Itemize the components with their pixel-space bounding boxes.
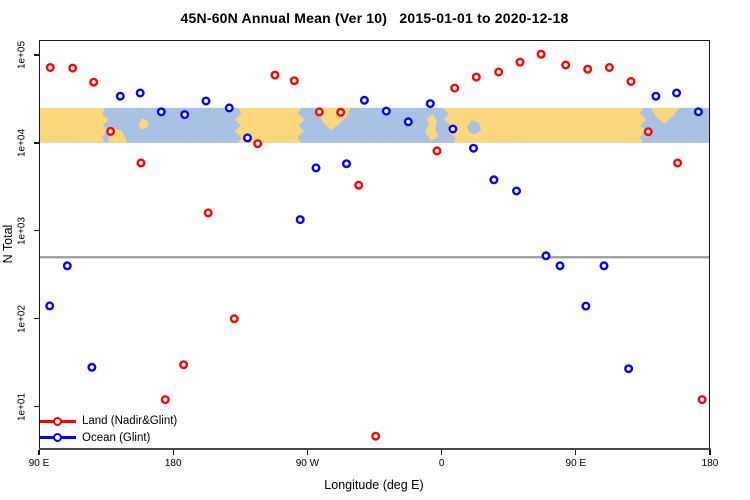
y-tick-mark	[34, 142, 39, 144]
x-tick-mark	[440, 449, 443, 455]
x-axis-line	[39, 447, 711, 450]
data-point-land	[289, 76, 299, 86]
y-tick-label: 1e+01	[16, 392, 28, 421]
y-tick-mark	[34, 230, 39, 232]
data-point-land	[643, 127, 653, 137]
legend-item-ocean: Ocean (Glint)	[40, 430, 177, 447]
data-point-land	[583, 64, 593, 74]
data-point-ocean	[180, 110, 190, 120]
data-point-ocean	[45, 301, 55, 311]
data-point-ocean	[135, 88, 145, 98]
data-point-ocean	[224, 103, 234, 113]
data-point-ocean	[201, 96, 211, 106]
data-point-ocean	[624, 364, 634, 374]
data-point-ocean	[359, 95, 369, 105]
y-tick-label: 1e+02	[16, 304, 28, 333]
data-point-ocean	[599, 261, 609, 271]
x-tick-mark	[575, 449, 577, 455]
legend: Land (Nadir&Glint) Ocean (Glint)	[40, 413, 177, 446]
x-tick-mark	[172, 449, 174, 455]
chart-title: 45N-60N Annual Mean (Ver 10) 2015-01-01 …	[180, 10, 569, 26]
data-point-ocean	[469, 143, 479, 153]
data-point-land	[89, 77, 99, 87]
y-tick-label: 1e+03	[16, 216, 28, 245]
land-series-marker-icon	[40, 416, 76, 426]
data-point-ocean	[541, 251, 551, 261]
data-point-ocean	[62, 261, 72, 271]
map-band-ocean	[101, 107, 242, 143]
data-point-land	[432, 146, 442, 156]
data-point-land	[179, 360, 189, 370]
x-tick-label: 90 E	[565, 458, 587, 469]
data-point-land	[68, 63, 78, 73]
legend-item-land: Land (Nadir&Glint)	[40, 413, 177, 430]
data-point-ocean	[651, 91, 661, 101]
legend-label-land: Land (Nadir&Glint)	[82, 415, 178, 428]
legend-label-ocean: Ocean (Glint)	[82, 431, 151, 444]
data-point-ocean	[156, 107, 166, 117]
data-point-land	[471, 72, 481, 82]
data-point-land	[45, 62, 55, 72]
x-tick-mark	[306, 449, 309, 455]
map-band-island	[138, 118, 149, 130]
y-tick-label: 1e+05	[16, 40, 28, 70]
map-band-lake	[466, 120, 481, 135]
data-point-land	[229, 314, 239, 324]
data-point-ocean	[87, 362, 97, 372]
data-point-land	[371, 431, 381, 441]
data-point-ocean	[403, 117, 413, 127]
ocean-series-marker-icon	[40, 433, 76, 443]
data-point-land	[536, 49, 546, 59]
data-point-ocean	[448, 124, 458, 134]
data-point-land	[136, 158, 146, 168]
data-point-land	[106, 126, 116, 136]
data-point-ocean	[489, 175, 499, 185]
y-axis-title: N Total	[1, 224, 15, 264]
data-point-ocean	[425, 99, 435, 109]
data-point-land	[314, 107, 324, 117]
data-point-land	[561, 60, 571, 70]
x-tick-mark	[38, 449, 40, 455]
data-point-ocean	[512, 186, 522, 196]
data-point-land	[515, 57, 525, 67]
data-point-land	[336, 107, 346, 117]
map-band-island	[424, 113, 439, 141]
data-point-land	[354, 180, 364, 190]
x-tick-label: 0	[438, 458, 445, 469]
data-point-ocean	[381, 106, 391, 116]
data-point-land	[673, 158, 683, 168]
data-point-land	[270, 70, 280, 80]
data-point-ocean	[555, 261, 565, 271]
x-axis-title: Longitude (deg E)	[324, 478, 424, 492]
data-point-ocean	[115, 91, 125, 101]
y-tick-mark	[34, 54, 39, 56]
plot-border	[39, 40, 710, 449]
data-point-ocean	[581, 301, 591, 311]
data-point-land	[626, 76, 636, 86]
data-point-ocean	[295, 215, 305, 225]
data-point-ocean	[311, 163, 321, 173]
data-point-ocean	[693, 107, 703, 117]
x-tick-label: 90 W	[295, 458, 320, 469]
data-point-ocean	[342, 159, 352, 169]
y-tick-label: 1e+04	[16, 128, 28, 157]
data-point-land	[253, 139, 263, 149]
y-tick-mark	[34, 318, 39, 320]
data-point-land	[697, 395, 707, 405]
x-tick-label: 180	[164, 458, 182, 469]
x-tick-label: 180	[701, 458, 719, 469]
data-point-land	[203, 208, 213, 218]
data-point-land	[450, 83, 460, 93]
data-point-ocean	[242, 133, 252, 143]
map-band-island	[651, 107, 679, 124]
data-point-land	[604, 62, 614, 72]
x-tick-mark	[709, 449, 711, 455]
y-tick-mark	[34, 405, 39, 408]
x-tick-label: 90 E	[28, 458, 50, 469]
data-point-land	[160, 395, 170, 405]
data-point-land	[494, 67, 504, 77]
data-point-ocean	[672, 88, 682, 98]
